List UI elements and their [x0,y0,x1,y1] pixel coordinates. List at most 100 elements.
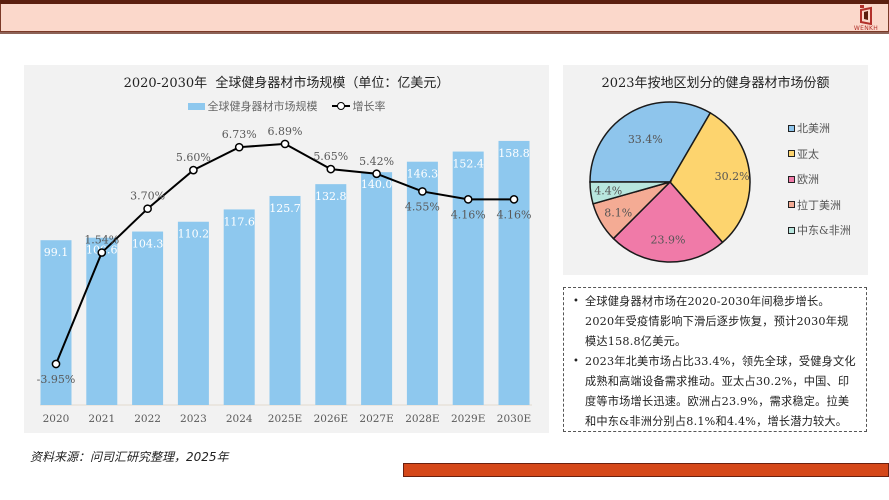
market-size-chart-panel: 2020-2030年 全球健身器材市场规模（单位：亿美元） 全球健身器材市场规模… [24,65,549,433]
growth-rate-label: 5.60% [176,151,211,164]
bar-value-label: 99.1 [44,246,69,259]
pie-legend-label: 中东&非洲 [797,224,851,237]
bar-value-label: 158.8 [498,147,530,160]
growth-rate-marker [326,164,336,174]
bar [498,140,530,406]
growth-rate-label: 6.73% [222,128,257,141]
growth-rate-label: 4.55% [405,200,440,213]
legend-swatch-icon [788,124,795,132]
bar [361,172,393,405]
x-axis-tick-label: 2029E [451,413,485,425]
x-axis-tick-label: 2027E [359,413,393,425]
summary-box: 全球健身器材市场在2020-2030年间稳步增长。2020年受疫情影响下滑后逐步… [563,287,867,432]
bar-value-label: 132.8 [315,190,347,203]
pie-legend-label: 亚太 [797,147,819,161]
bar-value-label: 146.3 [407,168,439,181]
bar-value-label: 117.6 [223,215,255,228]
pie-slice-label: 30.2% [715,170,750,183]
growth-rate-label: 4.16% [451,208,486,221]
pie-legend-item: 欧洲 [788,171,819,187]
pie-slice [589,181,671,205]
legend-item-market-size: 全球健身器材市场规模 [187,98,318,114]
regional-share-chart-title: 2023年按地区划分的健身器材市场份额 [601,76,830,91]
growth-rate-marker [280,139,290,149]
pie-slice [669,111,751,244]
legend-swatch-icon [788,175,795,183]
logo-mark-icon [860,5,872,25]
header-top-strip [0,0,889,4]
pie-legend-item: 亚太 [788,146,819,162]
growth-rate-marker [234,142,244,152]
pie-slice-label: 33.4% [628,133,663,146]
logo-text: WENKH [853,25,879,32]
x-axis-tick-label: 2023 [180,413,207,425]
growth-rate-label: 6.89% [268,125,303,138]
pie-slice-label: 4.4% [594,185,622,198]
regional-share-pie: 33.4% 30.2% 23.9% 8.1% 4.4% [589,101,751,263]
pie-legend-item: 拉丁美洲 [788,197,841,213]
summary-bullet: 2023年北美市场占比33.4%，领先全球，受健身文化成熟和高端设备需求推动。亚… [573,352,858,432]
line-marker-swatch-icon [331,101,350,111]
x-axis-tick-label: 2025E [268,413,302,425]
bar [315,184,347,405]
x-axis-tick-label: 2020 [43,413,70,425]
market-size-chart-plot: 99.12020100.62021104.32022110.22023117.6… [37,125,532,425]
pie-slice-label: 23.9% [651,234,686,247]
x-axis-tick-label: 2028E [405,413,439,425]
x-axis-tick-label: 2026E [314,413,348,425]
bar [132,231,164,405]
market-size-chart-legend: 全球健身器材市场规模 增长率 [24,98,549,114]
bar [269,195,301,405]
legend-label-growth-rate: 增长率 [352,100,386,113]
header-band [0,4,889,32]
bar-value-label: 110.2 [178,228,210,241]
bar-value-label: 152.4 [452,158,484,171]
growth-rate-label: 1.54% [84,234,119,247]
x-axis-tick-label: 2021 [88,413,115,425]
growth-rate-marker [509,195,519,204]
pie-legend-item: 北美洲 [788,120,830,136]
pie-slice-label: 8.1% [604,206,632,219]
x-axis-tick-label: 2024 [226,413,253,425]
brand-logo: WENKH [846,3,886,33]
pie-legend-label: 北美洲 [797,122,830,135]
growth-rate-marker [97,248,107,257]
market-size-chart-title: 2020-2030年 全球健身器材市场规模（单位：亿美元） [123,76,450,91]
summary-bullet: 全球健身器材市场在2020-2030年间稳步增长。2020年受疫情影响下滑后逐步… [573,292,858,352]
growth-rate-marker [143,204,152,214]
pie-slice [612,180,724,263]
summary-list: 全球健身器材市场在2020-2030年间稳步增长。2020年受疫情影响下滑后逐步… [573,292,858,432]
legend-swatch-icon [788,201,795,208]
bar [406,161,438,405]
header-divider [0,32,889,34]
growth-rate-label: 3.70% [130,190,165,203]
regional-share-chart-panel: 2023年按地区划分的健身器材市场份额 33.4% 30.2% 23.9% 8.1% 4… [563,65,868,275]
pie-legend-item: 中东&非洲 [788,222,851,238]
legend-item-growth-rate: 增长率 [331,98,386,114]
footer-accent-bar [403,463,889,477]
legend-swatch-icon [788,226,795,234]
bar-value-label: 104.3 [132,238,164,251]
bar-swatch-icon [187,102,205,110]
bar [40,240,72,405]
pie-legend-label: 拉丁美洲 [797,198,841,212]
legend-swatch-icon [788,150,795,157]
bar [86,237,118,405]
bar [177,221,209,405]
growth-rate-marker [51,359,61,369]
bar-value-label: 125.7 [269,202,301,215]
growth-rate-marker [189,165,198,175]
growth-rate-label: 5.42% [359,155,394,168]
bar [223,209,255,405]
pie-legend-label: 欧洲 [797,173,819,186]
source-note: 资料来源：问司汇研究整理，2025年 [30,450,229,464]
x-axis-tick-label: 2030E [497,413,531,425]
growth-rate-marker [463,195,473,204]
growth-rate-label: 5.65% [313,150,348,163]
growth-rate-label: -3.95% [37,373,76,386]
x-axis-tick-label: 2022 [134,413,161,425]
growth-rate-label: 4.16% [497,208,532,221]
growth-rate-marker [418,187,427,196]
bar-value-label: 140.0 [361,178,393,191]
pie-slice [589,101,712,183]
